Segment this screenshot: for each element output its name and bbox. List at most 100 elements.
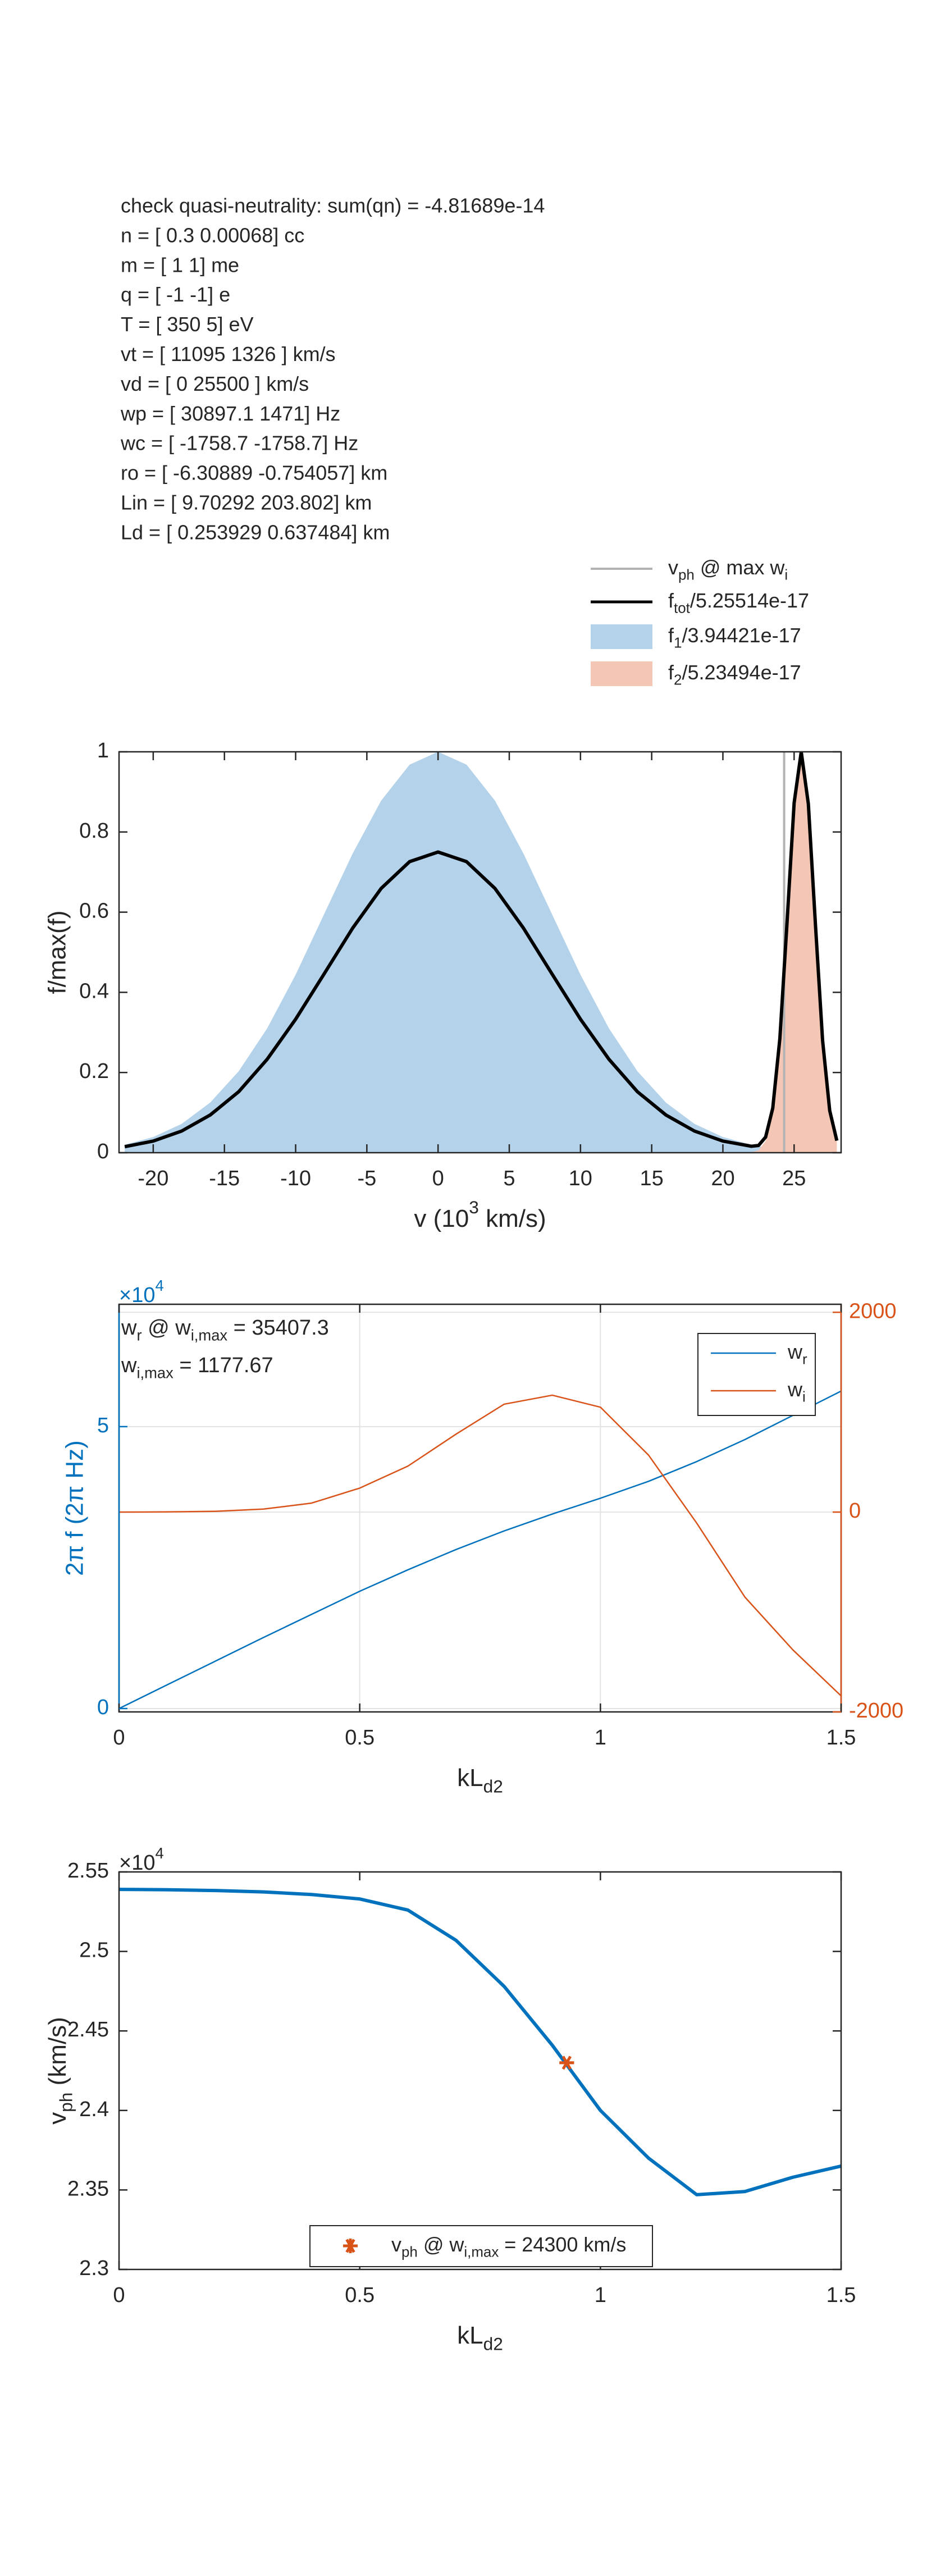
y-tick-label: 0.6 (79, 899, 109, 923)
area (125, 752, 837, 1153)
info-line: Lin = [ 9.70292 203.802] km (121, 491, 372, 514)
line (119, 1394, 841, 1697)
text-part: w (787, 1340, 803, 1363)
info-line: wp = [ 30897.1 1471] Hz (120, 402, 340, 425)
point (559, 2056, 574, 2070)
text-part: i (802, 1389, 806, 1405)
text-part: /3.94421e-17 (682, 624, 801, 647)
y-tick-label: 2.4 (79, 2098, 109, 2121)
text-part: ph (401, 2244, 418, 2260)
x-tick-label: 20 (711, 1167, 734, 1190)
x-tick-label: -20 (138, 1167, 168, 1190)
text-part: /5.25514e-17 (690, 589, 809, 612)
text-part: v (391, 2233, 401, 2256)
info-line: n = [ 0.3 0.00068] cc (121, 223, 304, 246)
x-tick-label: 0.5 (345, 2283, 375, 2307)
axes-box (118, 751, 842, 1154)
x-tick-label: -10 (280, 1167, 311, 1190)
text-part: i,max (136, 1364, 173, 1382)
text-part: = 1177.67 (173, 1354, 273, 1377)
info-line: check quasi-neutrality: sum(qn) = -4.816… (121, 194, 545, 217)
y-tick-label: 0 (97, 1140, 109, 1163)
text-part: f (668, 661, 674, 684)
x-tick-label: 1 (595, 1726, 606, 1750)
y-tick-label: 2.55 (67, 1859, 109, 1883)
y-tick-label: 2.3 (79, 2257, 109, 2280)
legend-label: wr (787, 1340, 807, 1368)
text-part: v (44, 2112, 71, 2125)
info-line: T = [ 350 5] eV (121, 313, 254, 336)
info-line: m = [ 1 1] me (121, 253, 239, 276)
legend-swatch (591, 661, 652, 686)
text-part: tot (674, 600, 691, 616)
text-part: f (668, 589, 674, 612)
legend-swatch (343, 2239, 358, 2253)
y-tick-label: 2.45 (67, 2018, 109, 2041)
text-part: (km/s) (44, 2017, 71, 2092)
text-part: r (136, 1327, 141, 1344)
info-line: ro = [ -6.30889 -0.754057] km (121, 462, 387, 485)
line (124, 752, 839, 1149)
text-part: w (121, 1316, 137, 1340)
text-part: i,max (464, 2244, 499, 2260)
y2-tick-label: -2000 (849, 1699, 903, 1723)
y-tick-label: 0.4 (79, 979, 109, 1003)
text-part: 4 (155, 1277, 163, 1294)
y-exponent: ×104 (119, 1277, 164, 1307)
legend-label: ftot/5.25514e-17 (668, 589, 809, 616)
legend-label: wi (787, 1378, 806, 1405)
y-exponent: ×104 (119, 1844, 164, 1875)
legend-label: vph @ wi,max = 24300 km/s (391, 2233, 626, 2260)
x-tick-label: 5 (503, 1167, 515, 1190)
text-part: ×10 (119, 1284, 155, 1307)
y-axis-label: 2π f (2π Hz) (61, 1440, 89, 1576)
info-line: vd = [ 0 25500 ] km/s (121, 372, 309, 395)
x-axis-label: v (103 km/s) (414, 1198, 546, 1232)
text-part: v (668, 556, 678, 579)
y-tick-label: 2.5 (79, 1939, 109, 1962)
text-part: w (121, 1354, 137, 1377)
y2-tick-label: 2000 (849, 1299, 897, 1323)
legend-label: f1/3.94421e-17 (668, 624, 801, 651)
text-part: i,max (191, 1327, 228, 1344)
x-axis-label: kLd2 (457, 2322, 503, 2354)
annotation: wi,max = 1177.67 (121, 1354, 273, 1382)
text-part: ph (678, 567, 695, 583)
axes-box (118, 1871, 842, 2271)
line (119, 1888, 841, 2196)
text-part: kL (457, 1764, 483, 1792)
text-part: 2 (674, 672, 682, 688)
text-part: f (668, 624, 674, 647)
text-part: kL (457, 2322, 483, 2349)
x-tick-label: 15 (640, 1167, 664, 1190)
info-line: q = [ -1 -1] e (121, 283, 230, 306)
text-part: w (787, 1378, 803, 1401)
text-part: @ w (142, 1316, 191, 1340)
x-tick-label: 0 (432, 1167, 444, 1190)
text-part: ×10 (119, 1851, 155, 1875)
text-part: d2 (483, 2334, 503, 2354)
x-tick-label: 1.5 (827, 1726, 856, 1750)
text-part: km/s) (479, 1205, 546, 1232)
plot-area (119, 1304, 841, 1712)
info-line: Ld = [ 0.253929 0.637484] km (121, 520, 390, 543)
x-axis-label: kLd2 (457, 1764, 503, 1797)
y-tick-label: 0 (97, 1696, 109, 1719)
text-part: 1 (674, 635, 682, 651)
text-part: = 35407.3 (227, 1316, 329, 1340)
x-tick-label: 1.5 (827, 2283, 856, 2307)
legend-label: vph @ max wi (668, 556, 788, 583)
info-line: wc = [ -1758.7 -1758.7] Hz (120, 432, 358, 455)
legend-box (309, 2225, 653, 2267)
text-part: 3 (469, 1198, 479, 1218)
text-part: d2 (483, 1776, 503, 1797)
y-axis-label: f/max(f) (44, 910, 71, 994)
y2-tick-label: 0 (849, 1499, 861, 1523)
legend-swatch (591, 624, 652, 649)
line (119, 1390, 841, 1710)
text-part: i (784, 567, 788, 583)
x-tick-label: 0 (113, 2283, 125, 2307)
